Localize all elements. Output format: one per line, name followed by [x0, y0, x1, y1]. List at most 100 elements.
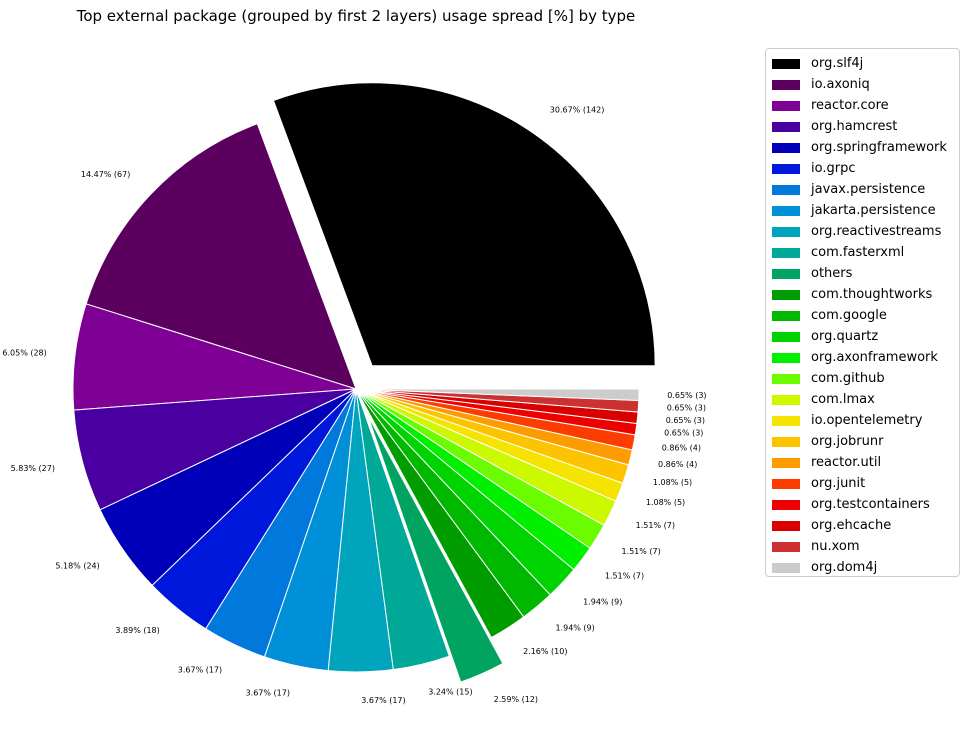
legend-entry: io.grpc — [772, 158, 959, 179]
legend-entry: org.springframework — [772, 137, 959, 158]
legend-swatch — [772, 352, 800, 363]
legend-entry: com.fasterxml — [772, 242, 959, 263]
pie-slice-io-axoniq — [85, 123, 357, 390]
legend-swatch — [772, 310, 800, 321]
legend-label: reactor.core — [811, 98, 889, 113]
legend-swatch — [772, 436, 800, 447]
legend-label: org.hamcrest — [811, 119, 898, 134]
slice-label-nu-xom: 0.65% (3) — [667, 403, 706, 412]
legend-swatch — [772, 100, 800, 111]
legend-swatch — [772, 457, 800, 468]
legend-label: others — [811, 266, 853, 281]
legend-label: org.springframework — [811, 140, 947, 155]
legend-label: org.jobrunr — [811, 434, 884, 449]
slice-label-org-ehcache: 0.65% (3) — [666, 416, 705, 425]
legend: org.slf4j io.axoniq reactor.core org.hamcre… — [765, 48, 960, 577]
slice-label-org-testcontainers: 0.65% (3) — [664, 429, 703, 438]
legend-label: javax.persistence — [811, 182, 926, 197]
slice-label-org-quartz: 1.94% (9) — [583, 597, 622, 606]
legend-label: io.opentelemetry — [811, 413, 923, 428]
legend-label: nu.xom — [811, 539, 860, 554]
slice-label-reactor-util: 0.86% (4) — [658, 460, 697, 469]
legend-entry: com.google — [772, 305, 959, 326]
legend-swatch — [772, 247, 800, 258]
slice-label-org-slf4j: 30.67% (142) — [550, 106, 605, 115]
legend-label: org.testcontainers — [811, 497, 930, 512]
legend-label: org.ehcache — [811, 518, 892, 533]
legend-entry: io.opentelemetry — [772, 410, 959, 431]
slice-label-org-springframework: 5.18% (24) — [55, 561, 99, 570]
legend-entry: org.reactivestreams — [772, 221, 959, 242]
legend-label: reactor.util — [811, 455, 882, 470]
pie-slice-others — [366, 414, 504, 683]
slice-label-com-thoughtworks: 2.16% (10) — [523, 647, 567, 656]
slice-label-org-jobrunr: 1.08% (5) — [653, 478, 692, 487]
legend-swatch — [772, 478, 800, 489]
legend-swatch — [772, 394, 800, 405]
slice-label-jakarta-persistence: 3.67% (17) — [246, 689, 290, 698]
slice-label-org-junit: 0.86% (4) — [662, 443, 701, 452]
legend-label: org.quartz — [811, 329, 879, 344]
legend-swatch — [772, 79, 800, 90]
legend-swatch — [772, 121, 800, 132]
legend-entry: org.axonframework — [772, 347, 959, 368]
pie-chart: 30.67% (142) 14.47% (67) 6.05% (28) 5.83% (… — [2, 82, 707, 705]
slice-label-com-github: 1.51% (7) — [621, 547, 660, 556]
slice-label-com-lmax: 1.51% (7) — [636, 521, 675, 530]
legend-entry: reactor.core — [772, 95, 959, 116]
legend-label: com.github — [811, 371, 885, 386]
legend-swatch — [772, 562, 800, 573]
slice-label-org-reactivestreams: 3.67% (17) — [361, 696, 405, 705]
slice-label-com-google: 1.94% (9) — [555, 623, 594, 632]
slice-label-com-fasterxml: 3.24% (15) — [428, 687, 472, 696]
pie-slices — [72, 82, 656, 683]
legend-label: org.axonframework — [811, 350, 938, 365]
legend-swatch — [772, 415, 800, 426]
slice-label-others: 2.59% (12) — [494, 695, 538, 704]
legend-swatch — [772, 205, 800, 216]
legend-entry: javax.persistence — [772, 179, 959, 200]
pie-slice-org-dom4j — [355, 388, 640, 402]
legend-entry: io.axoniq — [772, 74, 959, 95]
legend-swatch — [772, 268, 800, 279]
slice-label-reactor-core: 6.05% (28) — [2, 349, 46, 358]
legend-entry: com.thoughtworks — [772, 284, 959, 305]
legend-entry: org.dom4j — [772, 557, 959, 578]
slice-label-io-opentelemetry: 1.08% (5) — [646, 498, 685, 507]
legend-swatch — [772, 499, 800, 510]
slice-label-org-axonframework: 1.51% (7) — [605, 572, 644, 581]
legend-label: org.dom4j — [811, 560, 878, 575]
legend-entry: org.slf4j — [772, 53, 959, 74]
legend-swatch — [772, 331, 800, 342]
legend-entry: org.jobrunr — [772, 431, 959, 452]
legend-swatch — [772, 520, 800, 531]
legend-entry: reactor.util — [772, 452, 959, 473]
legend-entry: com.github — [772, 368, 959, 389]
legend-label: org.junit — [811, 476, 866, 491]
slice-label-org-dom4j: 0.65% (3) — [667, 391, 706, 400]
legend-label: org.reactivestreams — [811, 224, 942, 239]
legend-entry: others — [772, 263, 959, 284]
legend-label: com.lmax — [811, 392, 875, 407]
legend-swatch — [772, 184, 800, 195]
legend-swatch — [772, 373, 800, 384]
legend-swatch — [772, 163, 800, 174]
legend-swatch — [772, 142, 800, 153]
legend-label: com.google — [811, 308, 887, 323]
legend-label: jakarta.persistence — [811, 203, 936, 218]
slice-label-io-grpc: 3.89% (18) — [115, 626, 159, 635]
legend-entry: org.ehcache — [772, 515, 959, 536]
legend-label: com.fasterxml — [811, 245, 905, 260]
legend-entry: jakarta.persistence — [772, 200, 959, 221]
legend-entry: org.quartz — [772, 326, 959, 347]
slice-label-javax-persistence: 3.67% (17) — [178, 666, 222, 675]
slice-label-io-axoniq: 14.47% (67) — [81, 170, 130, 179]
pie-slice-org-slf4j — [272, 82, 656, 367]
legend-entry: org.hamcrest — [772, 116, 959, 137]
legend-swatch — [772, 58, 800, 69]
legend-label: io.axoniq — [811, 77, 870, 92]
legend-swatch — [772, 289, 800, 300]
slice-label-org-hamcrest: 5.83% (27) — [11, 464, 55, 473]
legend-entry: org.testcontainers — [772, 494, 959, 515]
legend-entry: nu.xom — [772, 536, 959, 557]
